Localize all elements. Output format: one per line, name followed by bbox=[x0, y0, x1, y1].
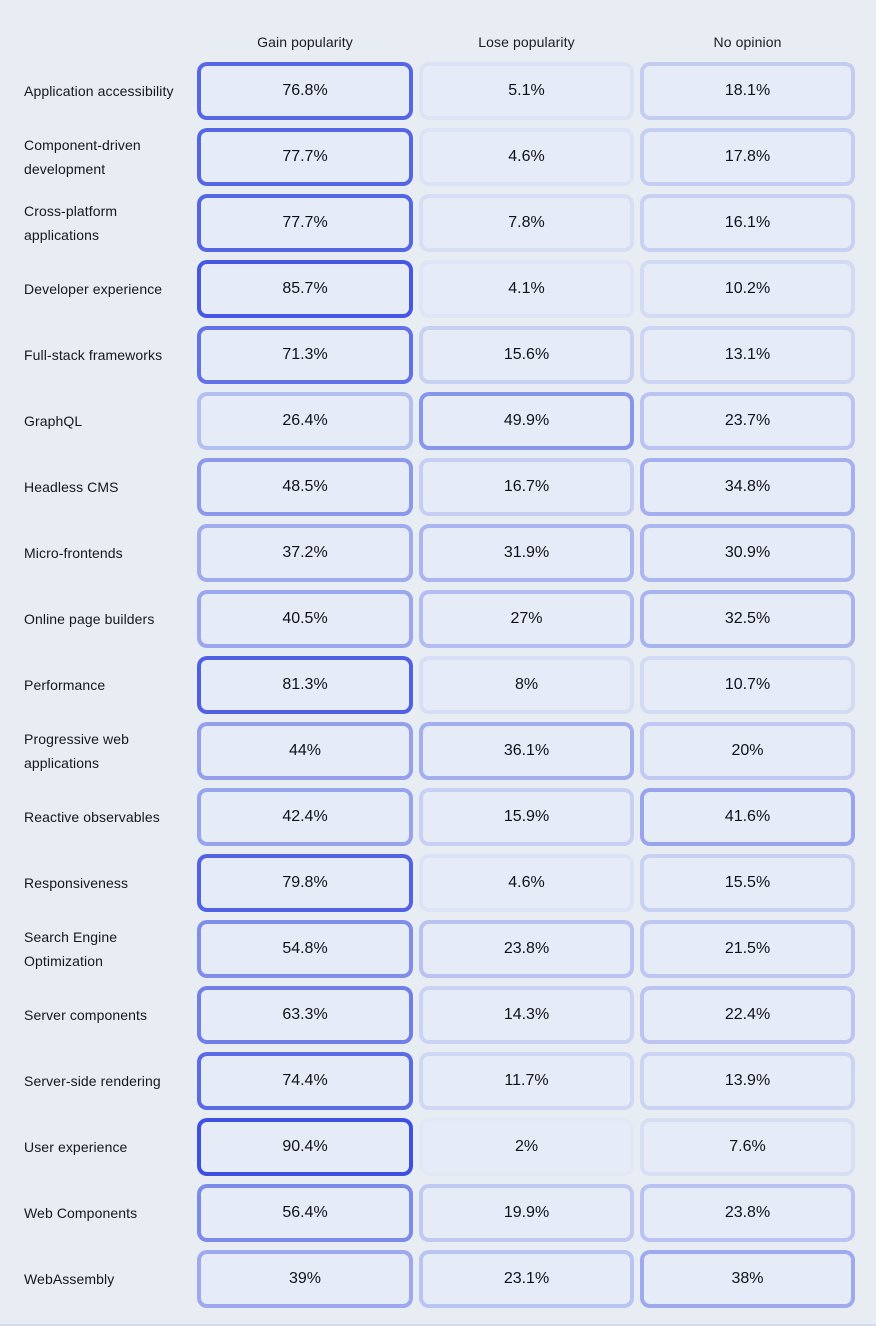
value-cell: 77.7% bbox=[197, 194, 413, 252]
value-cell: 18.1% bbox=[640, 62, 855, 120]
value-cell: 4.6% bbox=[419, 128, 634, 186]
value-cell: 7.8% bbox=[419, 194, 634, 252]
value-cell: 16.1% bbox=[640, 194, 855, 252]
value-cell: 79.8% bbox=[197, 854, 413, 912]
row-label: Online page builders bbox=[24, 611, 155, 627]
value-cell: 42.4% bbox=[197, 788, 413, 846]
value-cell: 23.1% bbox=[419, 1250, 634, 1308]
row-label: Performance bbox=[24, 677, 106, 693]
value-cell: 63.3% bbox=[197, 986, 413, 1044]
value-cell: 23.8% bbox=[419, 920, 634, 978]
value-cell: 77.7% bbox=[197, 128, 413, 186]
value-cell: 56.4% bbox=[197, 1184, 413, 1242]
value-cell: 90.4% bbox=[197, 1118, 413, 1176]
value-cell: 23.8% bbox=[640, 1184, 855, 1242]
value-cell: 11.7% bbox=[419, 1052, 634, 1110]
value-cell: 5.1% bbox=[419, 62, 634, 120]
row-label: Component-driven development bbox=[24, 137, 141, 177]
column-header-no-opinion: No opinion bbox=[713, 34, 782, 50]
page-bottom-edge bbox=[0, 1324, 876, 1326]
value-cell: 37.2% bbox=[197, 524, 413, 582]
value-cell: 19.9% bbox=[419, 1184, 634, 1242]
value-cell: 15.9% bbox=[419, 788, 634, 846]
value-cell: 27% bbox=[419, 590, 634, 648]
row-label-column-spacer bbox=[24, 30, 191, 54]
row-label: Search Engine Optimization bbox=[24, 929, 118, 969]
row-label: Reactive observables bbox=[24, 809, 160, 825]
value-cell: 71.3% bbox=[197, 326, 413, 384]
value-cell: 10.2% bbox=[640, 260, 855, 318]
value-cell: 74.4% bbox=[197, 1052, 413, 1110]
value-cell: 39% bbox=[197, 1250, 413, 1308]
value-cell: 4.1% bbox=[419, 260, 634, 318]
value-cell: 48.5% bbox=[197, 458, 413, 516]
row-label: Responsiveness bbox=[24, 875, 129, 891]
row-label: Cross-platform applications bbox=[24, 203, 118, 243]
value-cell: 44% bbox=[197, 722, 413, 780]
value-cell: 23.7% bbox=[640, 392, 855, 450]
row-label: Progressive web applications bbox=[24, 731, 129, 771]
value-cell: 16.7% bbox=[419, 458, 634, 516]
row-label: Headless CMS bbox=[24, 479, 119, 495]
value-cell: 7.6% bbox=[640, 1118, 855, 1176]
row-label: Micro-frontends bbox=[24, 545, 123, 561]
value-cell: 81.3% bbox=[197, 656, 413, 714]
value-cell: 15.6% bbox=[419, 326, 634, 384]
value-cell: 8% bbox=[419, 656, 634, 714]
row-label: Server-side rendering bbox=[24, 1073, 161, 1089]
column-header-gain-popularity: Gain popularity bbox=[257, 34, 353, 50]
value-cell: 15.5% bbox=[640, 854, 855, 912]
value-cell: 13.9% bbox=[640, 1052, 855, 1110]
value-cell: 14.3% bbox=[419, 986, 634, 1044]
row-label: Web Components bbox=[24, 1205, 138, 1221]
value-cell: 30.9% bbox=[640, 524, 855, 582]
row-label: GraphQL bbox=[24, 413, 83, 429]
column-header-lose-popularity: Lose popularity bbox=[478, 34, 575, 50]
value-cell: 17.8% bbox=[640, 128, 855, 186]
value-cell: 36.1% bbox=[419, 722, 634, 780]
value-cell: 2% bbox=[419, 1118, 634, 1176]
value-cell: 10.7% bbox=[640, 656, 855, 714]
value-cell: 40.5% bbox=[197, 590, 413, 648]
row-label: Application accessibility bbox=[24, 83, 174, 99]
value-cell: 34.8% bbox=[640, 458, 855, 516]
value-cell: 38% bbox=[640, 1250, 855, 1308]
value-cell: 4.6% bbox=[419, 854, 634, 912]
value-cell: 31.9% bbox=[419, 524, 634, 582]
value-cell: 21.5% bbox=[640, 920, 855, 978]
value-cell: 85.7% bbox=[197, 260, 413, 318]
value-cell: 76.8% bbox=[197, 62, 413, 120]
value-cell: 54.8% bbox=[197, 920, 413, 978]
row-label: Server components bbox=[24, 1007, 148, 1023]
row-label: Full-stack frameworks bbox=[24, 347, 163, 363]
value-cell: 41.6% bbox=[640, 788, 855, 846]
row-label: Developer experience bbox=[24, 281, 163, 297]
value-cell: 13.1% bbox=[640, 326, 855, 384]
row-label: WebAssembly bbox=[24, 1271, 115, 1287]
value-cell: 49.9% bbox=[419, 392, 634, 450]
value-cell: 22.4% bbox=[640, 986, 855, 1044]
value-cell: 32.5% bbox=[640, 590, 855, 648]
value-cell: 20% bbox=[640, 722, 855, 780]
row-label: User experience bbox=[24, 1139, 128, 1155]
value-cell: 26.4% bbox=[197, 392, 413, 450]
